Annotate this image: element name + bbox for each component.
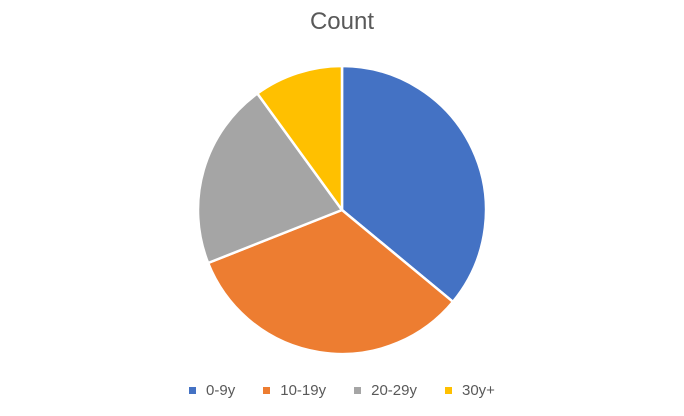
pie-slice-30y+[interactable]	[256, 64, 344, 212]
legend-label: 0-9y	[206, 382, 236, 399]
legend-swatch	[354, 387, 362, 394]
legend-label: 10-19y	[280, 382, 327, 399]
legend: 0-9y 10-19y 20-29y 30y+	[0, 382, 684, 399]
legend-item-20-29y[interactable]: 20-29y	[354, 382, 417, 399]
pie-slice-20-29y[interactable]	[196, 92, 344, 265]
legend-item-0-9y[interactable]: 0-9y	[189, 382, 235, 399]
legend-swatch	[263, 387, 271, 394]
chart-title: Count	[309, 8, 375, 35]
legend-label: 30y+	[461, 382, 495, 399]
legend-swatch	[189, 387, 197, 394]
legend-label: 20-29y	[371, 382, 417, 399]
pie-slice-0-9y[interactable]	[340, 64, 488, 304]
legend-swatch	[444, 387, 452, 394]
pie-slice-10-19y[interactable]	[206, 208, 455, 356]
legend-item-10-19y[interactable]: 10-19y	[263, 382, 326, 399]
legend-item-30y+[interactable]: 30y+	[444, 382, 495, 399]
